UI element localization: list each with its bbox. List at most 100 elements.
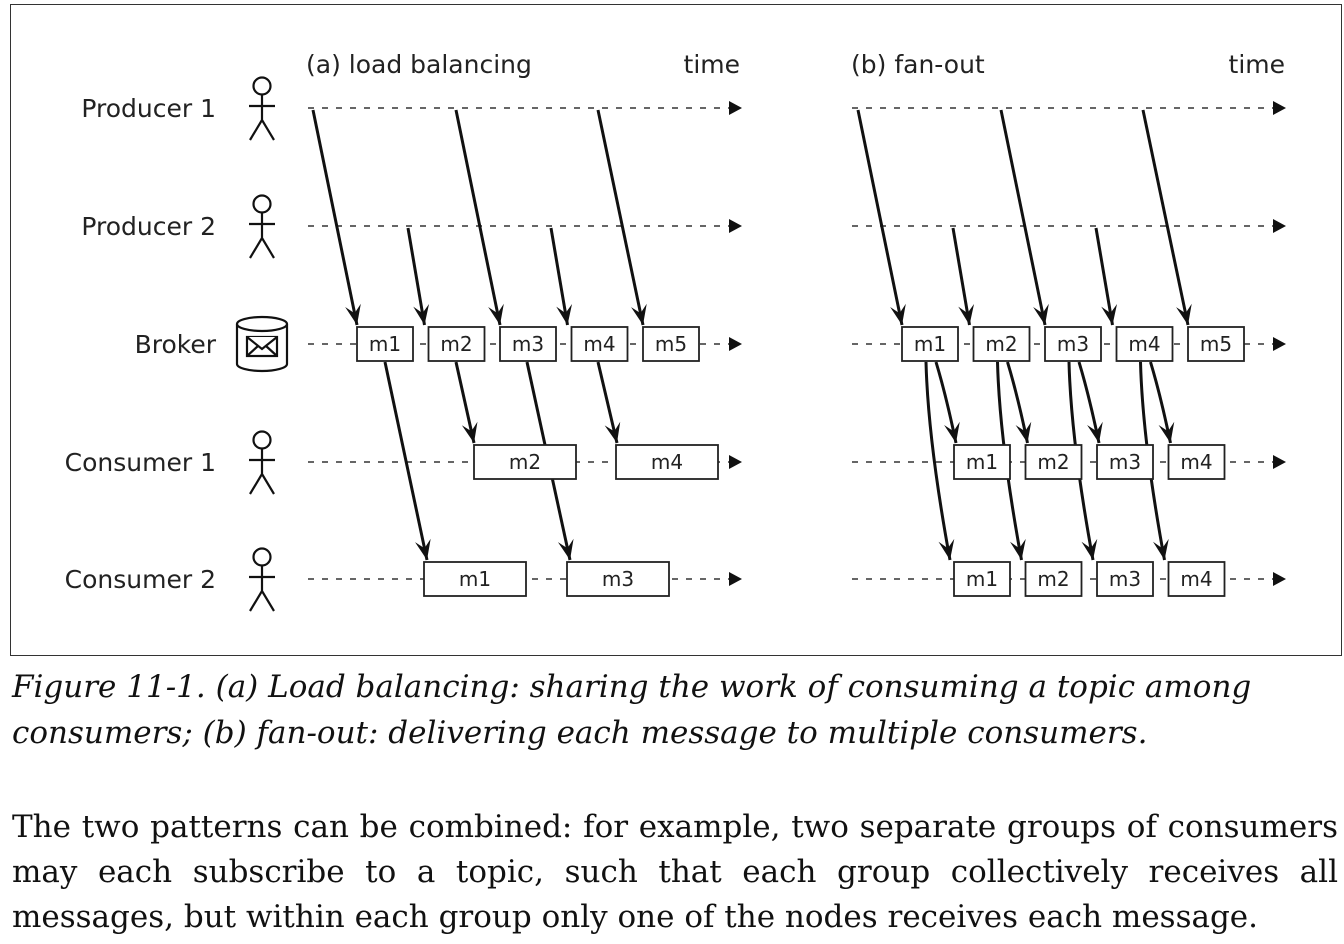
broker-box-a-m5-label: m5	[655, 332, 687, 356]
broker-box-a-m2: m2	[427, 326, 486, 362]
broker-box-b-m4-rect	[1115, 326, 1174, 362]
arrow-producer1-b-m1	[856, 109, 904, 326]
broker-box-b-m1: m1	[901, 326, 959, 362]
timeline-b-2-arrowhead	[1273, 337, 1286, 351]
broker-box-a-m1-rect	[356, 326, 414, 362]
person-icon	[249, 430, 275, 495]
timeline-a-3-arrowhead	[729, 455, 742, 469]
consumer2-box-a-m3: m3	[566, 561, 670, 597]
broker-box-a-m1: m1	[356, 326, 414, 362]
broker-box-a-m2-label: m2	[440, 332, 472, 356]
arrow-producer2-a-m4	[549, 227, 569, 326]
timeline-b-0-arrowhead	[1273, 101, 1286, 115]
arrow-b-m3-consumer2-head	[1081, 538, 1098, 560]
broker-box-b-m2-label: m2	[985, 332, 1017, 356]
person-icon	[249, 194, 275, 259]
arrow-b-m4-consumer1-head	[1158, 421, 1175, 443]
broker-cylinder-top	[235, 315, 289, 333]
person-icon-head	[252, 76, 272, 96]
person-icon-body	[249, 95, 275, 141]
consumer1-box-b-m3-rect	[1096, 444, 1154, 480]
consumer2-box-b-m4-label: m4	[1180, 567, 1212, 591]
arrow-producer1-a-m1	[311, 109, 359, 326]
timeline-a-1-arrowhead	[729, 219, 742, 233]
broker-box-a-m4: m4	[570, 326, 629, 362]
arrow-b-m1-consumer1	[934, 361, 958, 444]
broker-box-a-m3-rect	[499, 326, 557, 362]
consumer1-box-b-m3: m3	[1096, 444, 1154, 480]
consumer1-box-b-m2-rect	[1024, 444, 1083, 480]
arrow-a-m2-consumer1	[454, 361, 476, 444]
figure-frame	[10, 4, 1342, 656]
body-paragraph: The two patterns can be combined: for ex…	[12, 809, 1338, 935]
consumer1-box-b-m4: m4	[1167, 444, 1226, 480]
person-icon-head	[252, 430, 272, 450]
broker-box-b-m3: m3	[1044, 326, 1102, 362]
consumer2-box-b-m2-rect	[1024, 561, 1083, 597]
consumer1-box-b-m1-rect	[953, 444, 1011, 480]
broker-box-b-m4-label: m4	[1128, 332, 1160, 356]
role-label-consumer-2: Consumer 2	[65, 565, 216, 594]
consumer2-box-b-m2: m2	[1024, 561, 1083, 597]
person-icon	[249, 76, 275, 141]
timeline-b-4-arrowhead	[1273, 572, 1286, 586]
person-icon-head	[252, 194, 272, 214]
consumer2-box-b-m2-label: m2	[1037, 567, 1069, 591]
arrow-a-m1-consumer2	[383, 361, 429, 561]
envelope-flap	[246, 336, 278, 357]
arrow-producer1-a-m3	[454, 109, 502, 326]
arrow-producer1-a-m5-head	[631, 303, 647, 325]
timeline-a-0-arrowhead	[729, 101, 742, 115]
arrow-b-m1-consumer1-head	[944, 421, 960, 443]
arrow-producer2-b-m4-head	[1101, 303, 1118, 325]
consumer1-box-b-m2: m2	[1024, 444, 1083, 480]
arrow-producer2-b-m2-head	[958, 303, 975, 325]
timeline-b-3-arrowhead	[1273, 455, 1286, 469]
timeline-b-1-arrowhead	[1273, 219, 1286, 233]
arrow-producer1-a-m1-head	[345, 303, 361, 325]
person-icon-head	[252, 547, 272, 567]
role-label-producer-1: Producer 1	[81, 94, 216, 123]
arrow-b-m2-consumer1	[1006, 361, 1029, 444]
broker-box-b-m5: m5	[1187, 326, 1245, 362]
consumer1-box-a-m4-label: m4	[651, 450, 683, 474]
broker-box-a-m4-rect	[570, 326, 629, 362]
arrow-b-m4-consumer1	[1149, 361, 1172, 444]
arrow-producer1-b-m5	[1141, 109, 1190, 326]
consumer2-box-b-m4: m4	[1167, 561, 1226, 597]
consumer1-box-a-m2-label: m2	[509, 450, 541, 474]
arrow-producer1-a-m3-head	[488, 303, 504, 325]
arrow-b-m3-consumer1-head	[1087, 421, 1103, 443]
broker-box-b-m5-rect	[1187, 326, 1245, 362]
broker-box-a-m3-label: m3	[512, 332, 544, 356]
role-label-broker: Broker	[135, 330, 217, 359]
role-label-consumer-1: Consumer 1	[65, 448, 216, 477]
arrow-producer1-b-m1-head	[890, 303, 906, 325]
consumer1-box-a-m2-rect	[473, 444, 577, 480]
consumer2-box-a-m3-rect	[566, 561, 670, 597]
consumer1-box-b-m1: m1	[953, 444, 1011, 480]
consumer2-box-a-m1-label: m1	[459, 567, 491, 591]
timeline-a-4-arrowhead	[729, 572, 742, 586]
consumer2-box-b-m3-label: m3	[1109, 567, 1141, 591]
arrow-b-m2-consumer2-head	[1010, 538, 1026, 560]
time-label-a: time	[684, 50, 740, 79]
broker-box-b-m4: m4	[1115, 326, 1174, 362]
consumer2-box-a-m3-label: m3	[602, 567, 634, 591]
arrow-producer2-a-m2	[406, 227, 426, 326]
arrow-b-m1-consumer2	[924, 361, 952, 561]
consumer2-box-b-m1-rect	[953, 561, 1011, 597]
broker-box-b-m2: m2	[972, 326, 1031, 362]
figure-caption: Figure 11-1. (a) Load balancing: sharing…	[12, 669, 1252, 751]
broker-box-a-m5: m5	[642, 326, 700, 362]
consumer1-box-a-m4-rect	[615, 444, 719, 480]
person-icon-body	[249, 566, 275, 612]
broker-box-b-m1-label: m1	[914, 332, 946, 356]
time-label-b: time	[1229, 50, 1285, 79]
arrow-producer1-b-m3	[999, 109, 1047, 326]
arrow-producer2-a-m4-head	[556, 303, 573, 325]
consumer1-box-a-m2: m2	[473, 444, 577, 480]
consumer1-box-b-m2-label: m2	[1037, 450, 1069, 474]
broker-box-b-m3-rect	[1044, 326, 1102, 362]
broker-box-b-m3-label: m3	[1057, 332, 1089, 356]
